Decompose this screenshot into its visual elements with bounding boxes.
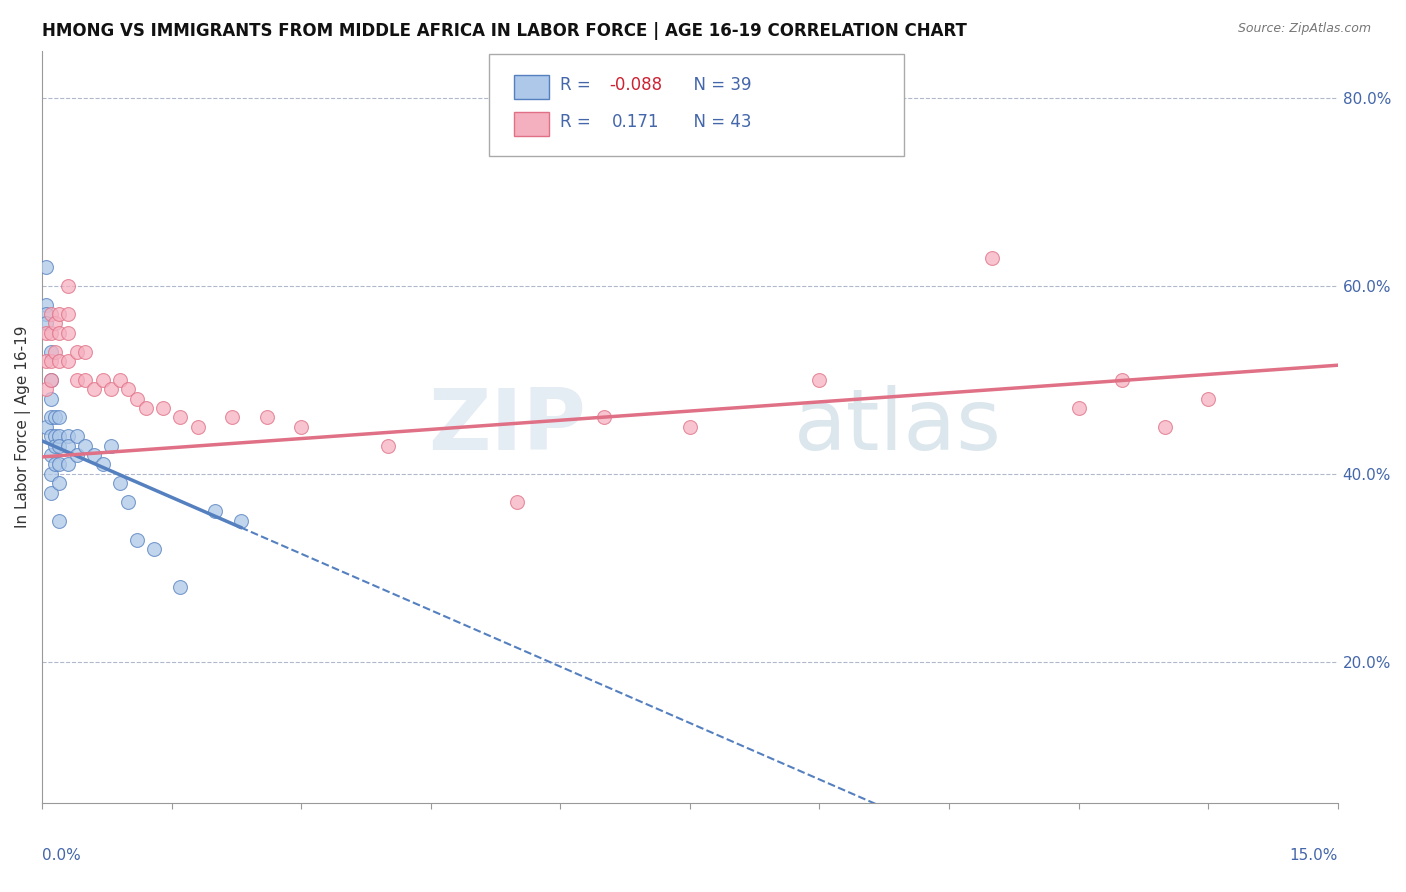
Point xyxy=(39,354,62,368)
Point xyxy=(506,495,529,509)
Point xyxy=(808,373,831,387)
Point xyxy=(35,307,58,321)
Y-axis label: In Labor Force | Age 16-19: In Labor Force | Age 16-19 xyxy=(15,326,31,528)
Point xyxy=(66,344,89,359)
Point xyxy=(56,439,79,453)
Point xyxy=(56,307,79,321)
Text: -0.088: -0.088 xyxy=(610,76,662,94)
Point xyxy=(229,514,252,528)
Point xyxy=(75,373,97,387)
Point xyxy=(143,542,166,557)
Point xyxy=(204,504,226,518)
Point xyxy=(56,354,79,368)
Point xyxy=(83,382,105,396)
Text: N = 43: N = 43 xyxy=(683,113,752,131)
Point xyxy=(35,317,58,331)
Point xyxy=(75,344,97,359)
Point xyxy=(221,410,243,425)
Point xyxy=(44,317,66,331)
Text: HMONG VS IMMIGRANTS FROM MIDDLE AFRICA IN LABOR FORCE | AGE 16-19 CORRELATION CH: HMONG VS IMMIGRANTS FROM MIDDLE AFRICA I… xyxy=(42,22,967,40)
Point xyxy=(56,326,79,340)
Point xyxy=(48,429,70,443)
Point xyxy=(48,326,70,340)
Point xyxy=(39,373,62,387)
Point xyxy=(35,419,58,434)
Point xyxy=(56,429,79,443)
Point xyxy=(75,439,97,453)
Point xyxy=(1197,392,1219,406)
Point xyxy=(169,410,191,425)
Point xyxy=(592,410,614,425)
Point xyxy=(66,448,89,462)
Point xyxy=(48,458,70,472)
Point xyxy=(981,251,1004,265)
Point xyxy=(48,439,70,453)
Point xyxy=(256,410,278,425)
Text: ZIP: ZIP xyxy=(429,385,586,468)
Point xyxy=(48,410,70,425)
Point xyxy=(39,467,62,481)
Point xyxy=(44,458,66,472)
Point xyxy=(169,580,191,594)
Point xyxy=(39,429,62,443)
Text: R =: R = xyxy=(561,113,602,131)
Point xyxy=(100,439,122,453)
Point xyxy=(100,382,122,396)
Point xyxy=(39,307,62,321)
Point xyxy=(127,392,149,406)
Point xyxy=(44,410,66,425)
Point xyxy=(66,429,89,443)
Point xyxy=(1154,419,1177,434)
Point xyxy=(127,533,149,547)
Point xyxy=(377,439,399,453)
Text: 15.0%: 15.0% xyxy=(1289,848,1337,863)
Point xyxy=(39,485,62,500)
Text: Source: ZipAtlas.com: Source: ZipAtlas.com xyxy=(1237,22,1371,36)
Point xyxy=(48,476,70,491)
Point xyxy=(39,326,62,340)
Point xyxy=(35,354,58,368)
Point xyxy=(108,476,131,491)
Text: N = 39: N = 39 xyxy=(683,76,752,94)
Point xyxy=(290,419,312,434)
FancyBboxPatch shape xyxy=(513,75,548,99)
Point xyxy=(35,260,58,274)
Point xyxy=(56,278,79,293)
Text: 0.171: 0.171 xyxy=(612,113,659,131)
Point xyxy=(187,419,209,434)
Point xyxy=(83,448,105,462)
Point xyxy=(108,373,131,387)
Point xyxy=(66,373,89,387)
Point xyxy=(152,401,174,415)
Point xyxy=(44,429,66,443)
Text: R =: R = xyxy=(561,76,596,94)
FancyBboxPatch shape xyxy=(489,54,904,156)
Point xyxy=(39,448,62,462)
Point xyxy=(39,373,62,387)
Point xyxy=(91,373,114,387)
Point xyxy=(39,344,62,359)
Point xyxy=(39,392,62,406)
Point xyxy=(35,326,58,340)
Point xyxy=(56,458,79,472)
Point xyxy=(48,307,70,321)
Point xyxy=(35,297,58,311)
Text: 0.0%: 0.0% xyxy=(42,848,82,863)
Point xyxy=(135,401,157,415)
Point xyxy=(35,382,58,396)
Point xyxy=(44,439,66,453)
Point xyxy=(44,344,66,359)
Point xyxy=(91,458,114,472)
Point xyxy=(679,419,702,434)
Point xyxy=(117,382,139,396)
Point xyxy=(117,495,139,509)
Point xyxy=(39,410,62,425)
Point xyxy=(48,354,70,368)
Point xyxy=(48,514,70,528)
Text: atlas: atlas xyxy=(793,385,1001,468)
Point xyxy=(1111,373,1133,387)
Point xyxy=(1067,401,1090,415)
FancyBboxPatch shape xyxy=(513,112,548,136)
